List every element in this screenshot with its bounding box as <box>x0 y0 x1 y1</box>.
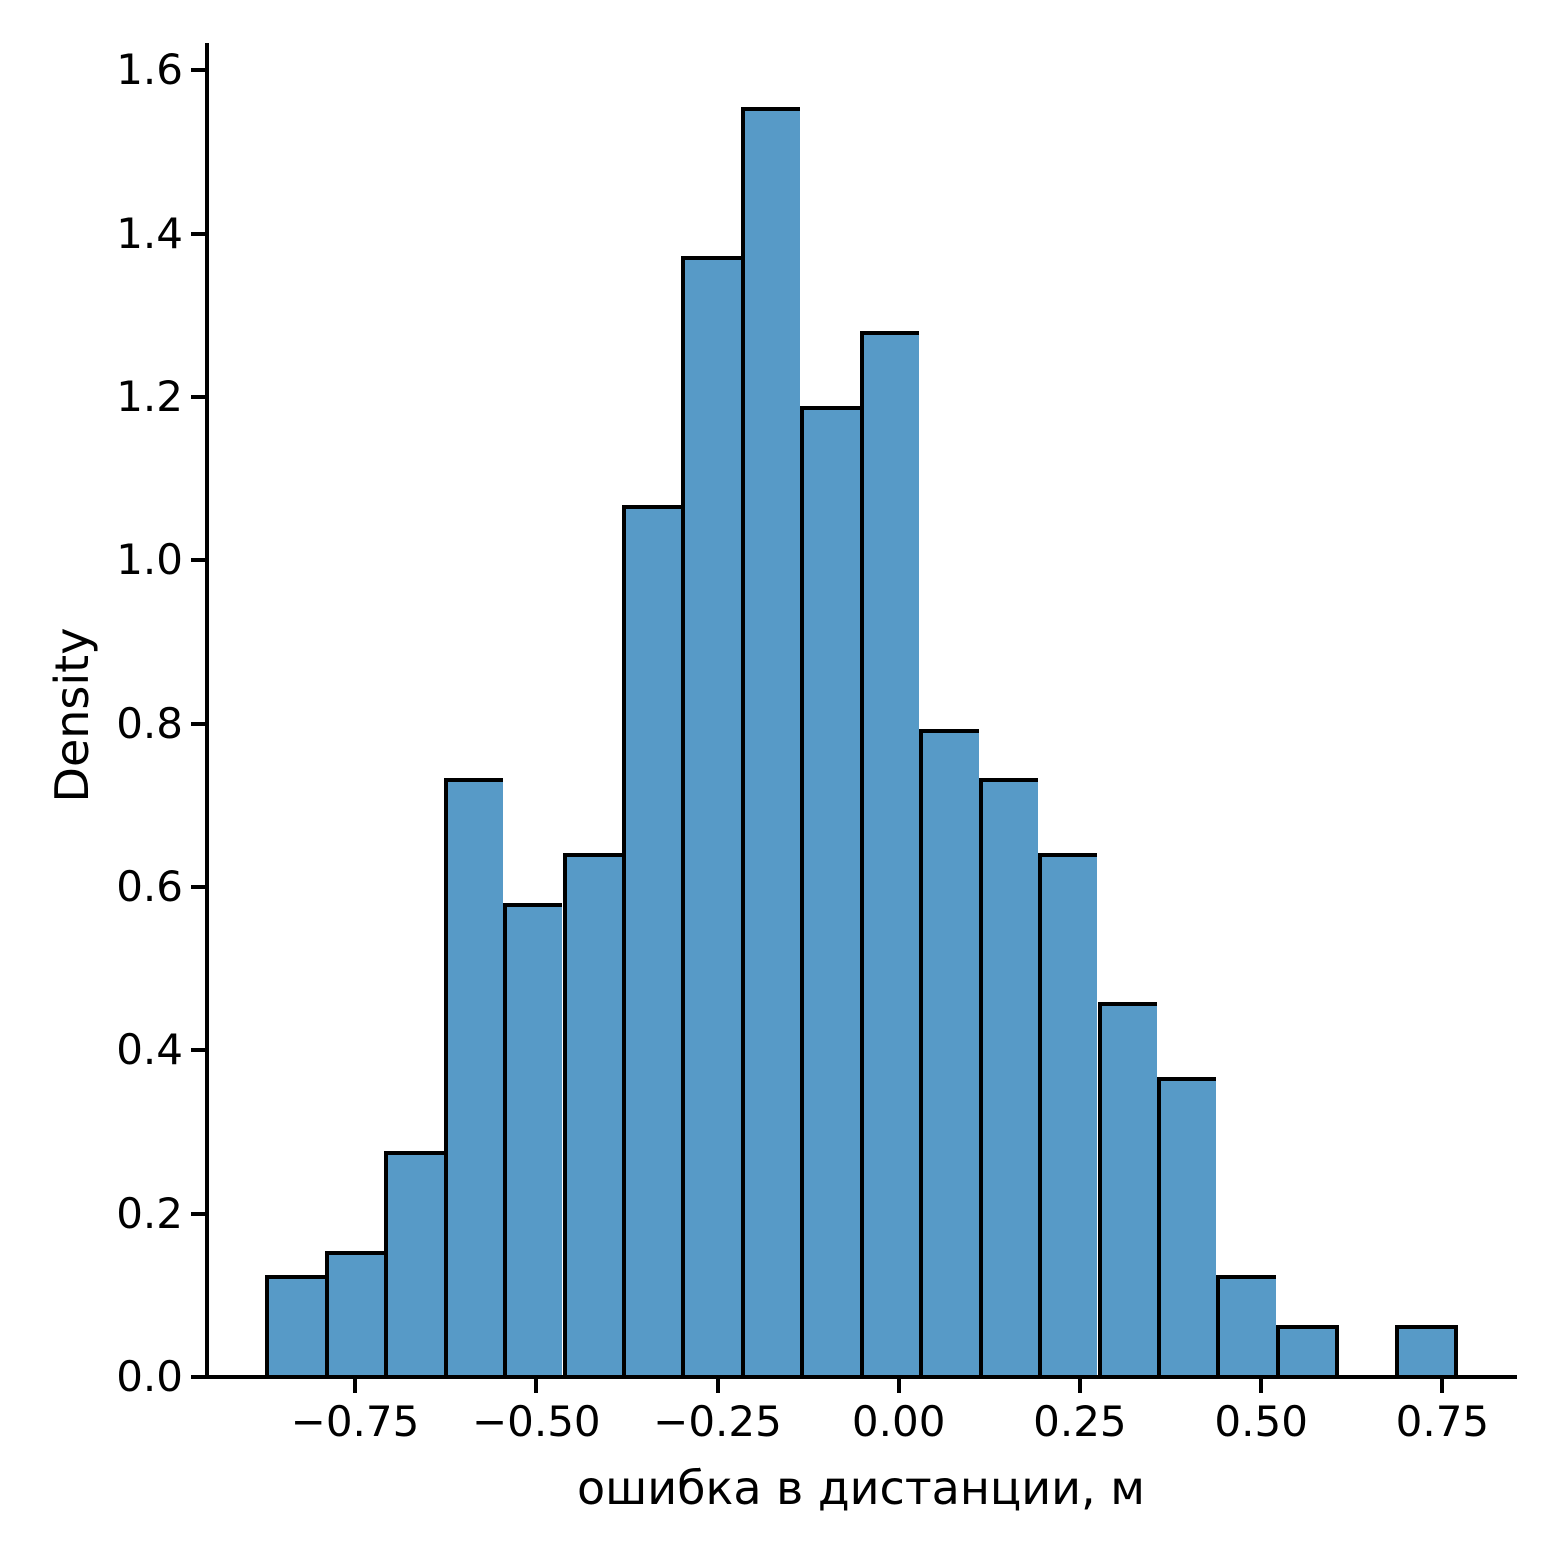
histogram-bar <box>622 505 682 1379</box>
histogram-bar <box>1216 1275 1276 1379</box>
y-tick-label: 0.8 <box>116 698 183 748</box>
histogram-bar <box>859 331 920 1379</box>
histogram-bar <box>919 729 979 1379</box>
histogram-bar <box>1275 1325 1340 1379</box>
histogram-bar <box>681 256 741 1379</box>
histogram-bar <box>978 778 1038 1379</box>
histogram-bar <box>800 405 860 1379</box>
y-tick-mark <box>191 68 205 73</box>
y-tick-mark <box>191 885 205 889</box>
x-tick-mark <box>1440 1379 1445 1393</box>
y-tick-label: 1.2 <box>116 372 183 422</box>
y-tick-mark <box>191 1211 205 1216</box>
x-tick-mark <box>534 1379 539 1393</box>
y-tick-mark <box>191 1048 205 1053</box>
x-tick-label: 0.25 <box>1033 1397 1127 1446</box>
y-tick-mark <box>191 231 205 236</box>
y-tick-label: 1.6 <box>116 45 183 95</box>
x-tick-label: 0.00 <box>851 1397 946 1446</box>
y-tick-mark <box>191 721 205 726</box>
y-tick-mark <box>191 558 205 563</box>
x-tick-label: −0.50 <box>471 1397 601 1446</box>
y-axis-spine <box>205 43 209 1379</box>
x-tick-mark <box>1077 1379 1082 1393</box>
y-tick-mark <box>191 395 205 400</box>
x-tick-label: −0.25 <box>653 1397 782 1446</box>
histogram-bar <box>1156 1076 1217 1379</box>
histogram-bar <box>324 1250 385 1379</box>
x-tick-mark <box>1259 1379 1264 1393</box>
histogram-bar <box>384 1151 444 1379</box>
x-tick-mark <box>353 1379 357 1393</box>
y-tick-label: 1.0 <box>116 535 183 585</box>
x-tick-label: −0.75 <box>290 1397 420 1446</box>
y-tick-label: 0.2 <box>116 1188 183 1238</box>
histogram-bar <box>265 1275 325 1379</box>
x-tick-label: 0.75 <box>1395 1397 1490 1446</box>
histogram-bar <box>443 778 503 1379</box>
y-tick-mark <box>191 1375 205 1379</box>
histogram-bar <box>1394 1325 1459 1379</box>
x-tick-mark <box>896 1379 901 1393</box>
y-tick-label: 0.6 <box>116 862 183 911</box>
histogram-bar <box>503 903 563 1379</box>
y-tick-label: 1.4 <box>116 208 183 258</box>
x-tick-mark <box>715 1379 720 1393</box>
histogram-bar <box>562 853 622 1379</box>
histogram-bar <box>1038 853 1098 1379</box>
x-axis-spine <box>205 1375 1517 1379</box>
x-axis-label: ошибка в дистанции, м <box>577 1461 1145 1515</box>
y-tick-label: 0.4 <box>116 1025 183 1075</box>
y-tick-label: 0.0 <box>116 1352 183 1401</box>
x-tick-label: 0.50 <box>1214 1397 1308 1446</box>
histogram-bar <box>1097 1001 1157 1379</box>
histogram-bar <box>740 106 801 1379</box>
